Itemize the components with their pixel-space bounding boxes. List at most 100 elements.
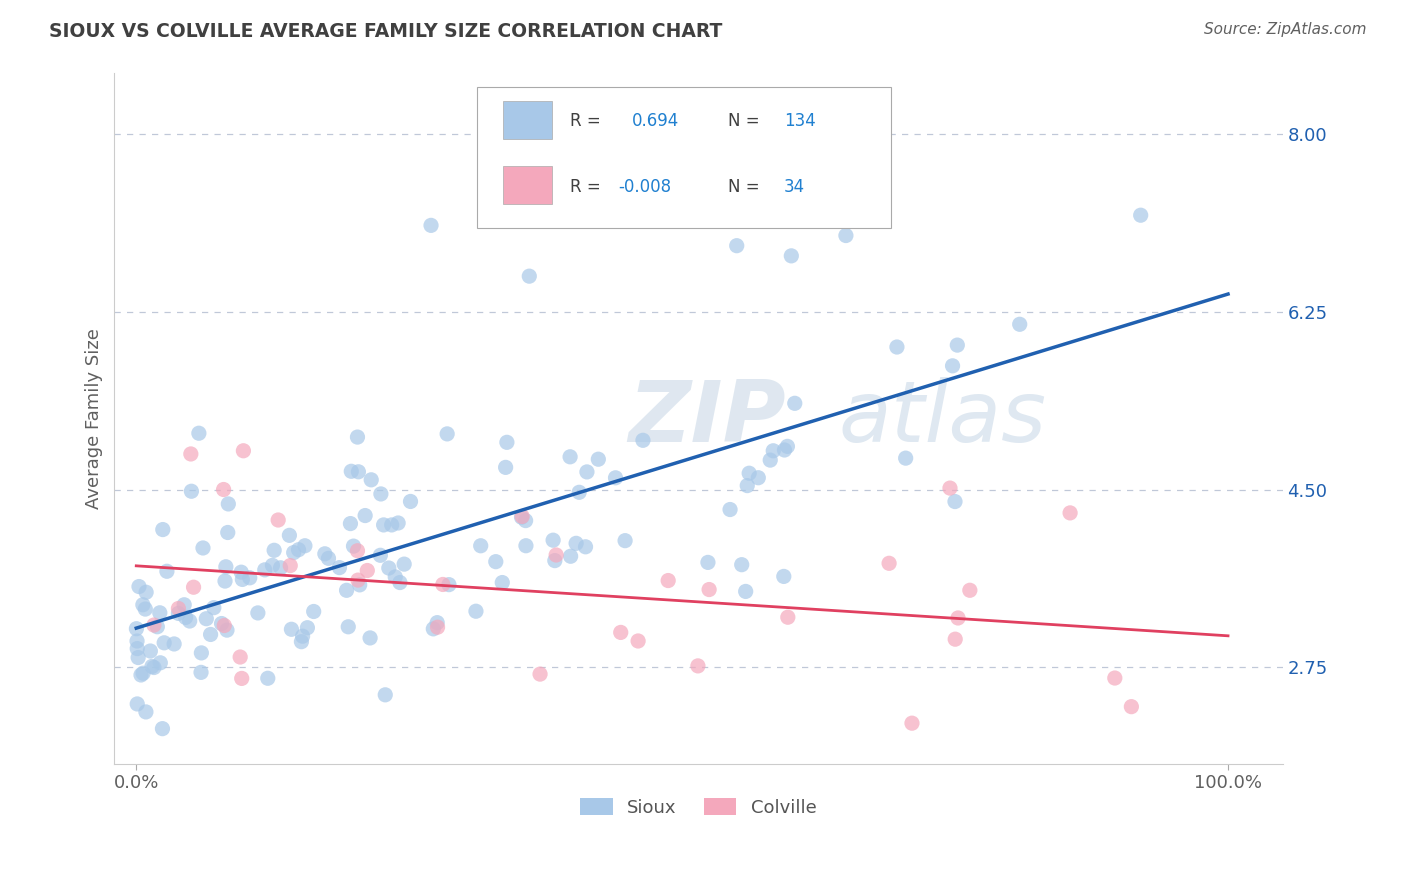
- Point: [125, 622, 148, 636]
- Point: [263, 543, 285, 558]
- Point: [287, 542, 309, 557]
- Point: [426, 615, 449, 630]
- Point: [381, 517, 404, 532]
- Point: [780, 249, 803, 263]
- Point: [776, 610, 799, 624]
- Point: [278, 528, 301, 542]
- Point: [280, 622, 302, 636]
- Point: [167, 601, 190, 615]
- Text: R =: R =: [569, 112, 600, 130]
- Point: [901, 716, 924, 731]
- Text: -0.008: -0.008: [617, 178, 671, 196]
- Point: [894, 451, 917, 466]
- Legend: Sioux, Colville: Sioux, Colville: [574, 791, 824, 824]
- Point: [229, 650, 252, 665]
- Point: [278, 558, 301, 573]
- Text: R =: R =: [569, 178, 600, 196]
- Point: [1104, 671, 1126, 685]
- Point: [747, 471, 769, 485]
- Point: [335, 583, 357, 598]
- Point: [734, 584, 756, 599]
- Point: [342, 539, 364, 553]
- Point: [246, 606, 269, 620]
- Point: [191, 541, 214, 555]
- Point: [541, 533, 564, 548]
- Point: [215, 623, 238, 637]
- Point: [614, 533, 637, 548]
- Point: [783, 396, 806, 410]
- Point: [135, 705, 157, 719]
- Point: [773, 442, 796, 457]
- Point: [426, 620, 449, 634]
- Text: 34: 34: [783, 178, 804, 196]
- Point: [399, 494, 422, 508]
- Point: [370, 549, 392, 563]
- Point: [356, 564, 378, 578]
- Point: [347, 465, 370, 479]
- Point: [436, 426, 458, 441]
- Point: [886, 340, 908, 354]
- Point: [1121, 699, 1143, 714]
- Point: [346, 430, 368, 444]
- Point: [190, 665, 212, 680]
- Point: [959, 583, 981, 598]
- FancyBboxPatch shape: [477, 87, 891, 228]
- Point: [510, 509, 533, 524]
- Point: [517, 269, 540, 284]
- Point: [495, 460, 517, 475]
- Point: [529, 667, 551, 681]
- Point: [437, 577, 460, 591]
- Point: [180, 484, 202, 499]
- Point: [195, 612, 218, 626]
- Point: [877, 557, 900, 571]
- Point: [142, 660, 165, 674]
- Point: [609, 625, 631, 640]
- Point: [835, 228, 858, 243]
- Point: [772, 569, 794, 583]
- Point: [731, 558, 754, 572]
- Point: [290, 634, 312, 648]
- Point: [214, 574, 236, 588]
- Point: [432, 577, 454, 591]
- Point: [697, 555, 720, 569]
- Point: [232, 443, 254, 458]
- Point: [337, 620, 360, 634]
- Point: [759, 453, 782, 467]
- Point: [1059, 506, 1081, 520]
- Point: [200, 627, 222, 641]
- Point: [515, 539, 537, 553]
- Point: [657, 574, 679, 588]
- Point: [946, 611, 969, 625]
- Point: [146, 620, 169, 634]
- Point: [738, 467, 761, 481]
- Point: [546, 548, 568, 562]
- Point: [422, 622, 444, 636]
- Point: [183, 580, 205, 594]
- Point: [776, 439, 799, 453]
- Point: [384, 570, 406, 584]
- Point: [202, 600, 225, 615]
- Point: [544, 553, 567, 567]
- Point: [128, 580, 150, 594]
- FancyBboxPatch shape: [503, 166, 553, 204]
- Point: [627, 634, 650, 648]
- Text: SIOUX VS COLVILLE AVERAGE FAMILY SIZE CORRELATION CHART: SIOUX VS COLVILLE AVERAGE FAMILY SIZE CO…: [49, 22, 723, 41]
- Point: [605, 471, 627, 485]
- Point: [156, 564, 179, 578]
- Point: [485, 555, 508, 569]
- Point: [943, 632, 966, 647]
- Point: [231, 573, 253, 587]
- Point: [568, 485, 591, 500]
- Point: [253, 563, 276, 577]
- Point: [943, 494, 966, 508]
- Point: [283, 545, 305, 559]
- Point: [718, 502, 741, 516]
- Point: [187, 426, 209, 441]
- Point: [1129, 208, 1152, 222]
- Point: [465, 604, 488, 618]
- Point: [725, 238, 748, 252]
- Point: [575, 465, 598, 479]
- Point: [179, 614, 201, 628]
- Point: [349, 578, 371, 592]
- Point: [565, 536, 588, 550]
